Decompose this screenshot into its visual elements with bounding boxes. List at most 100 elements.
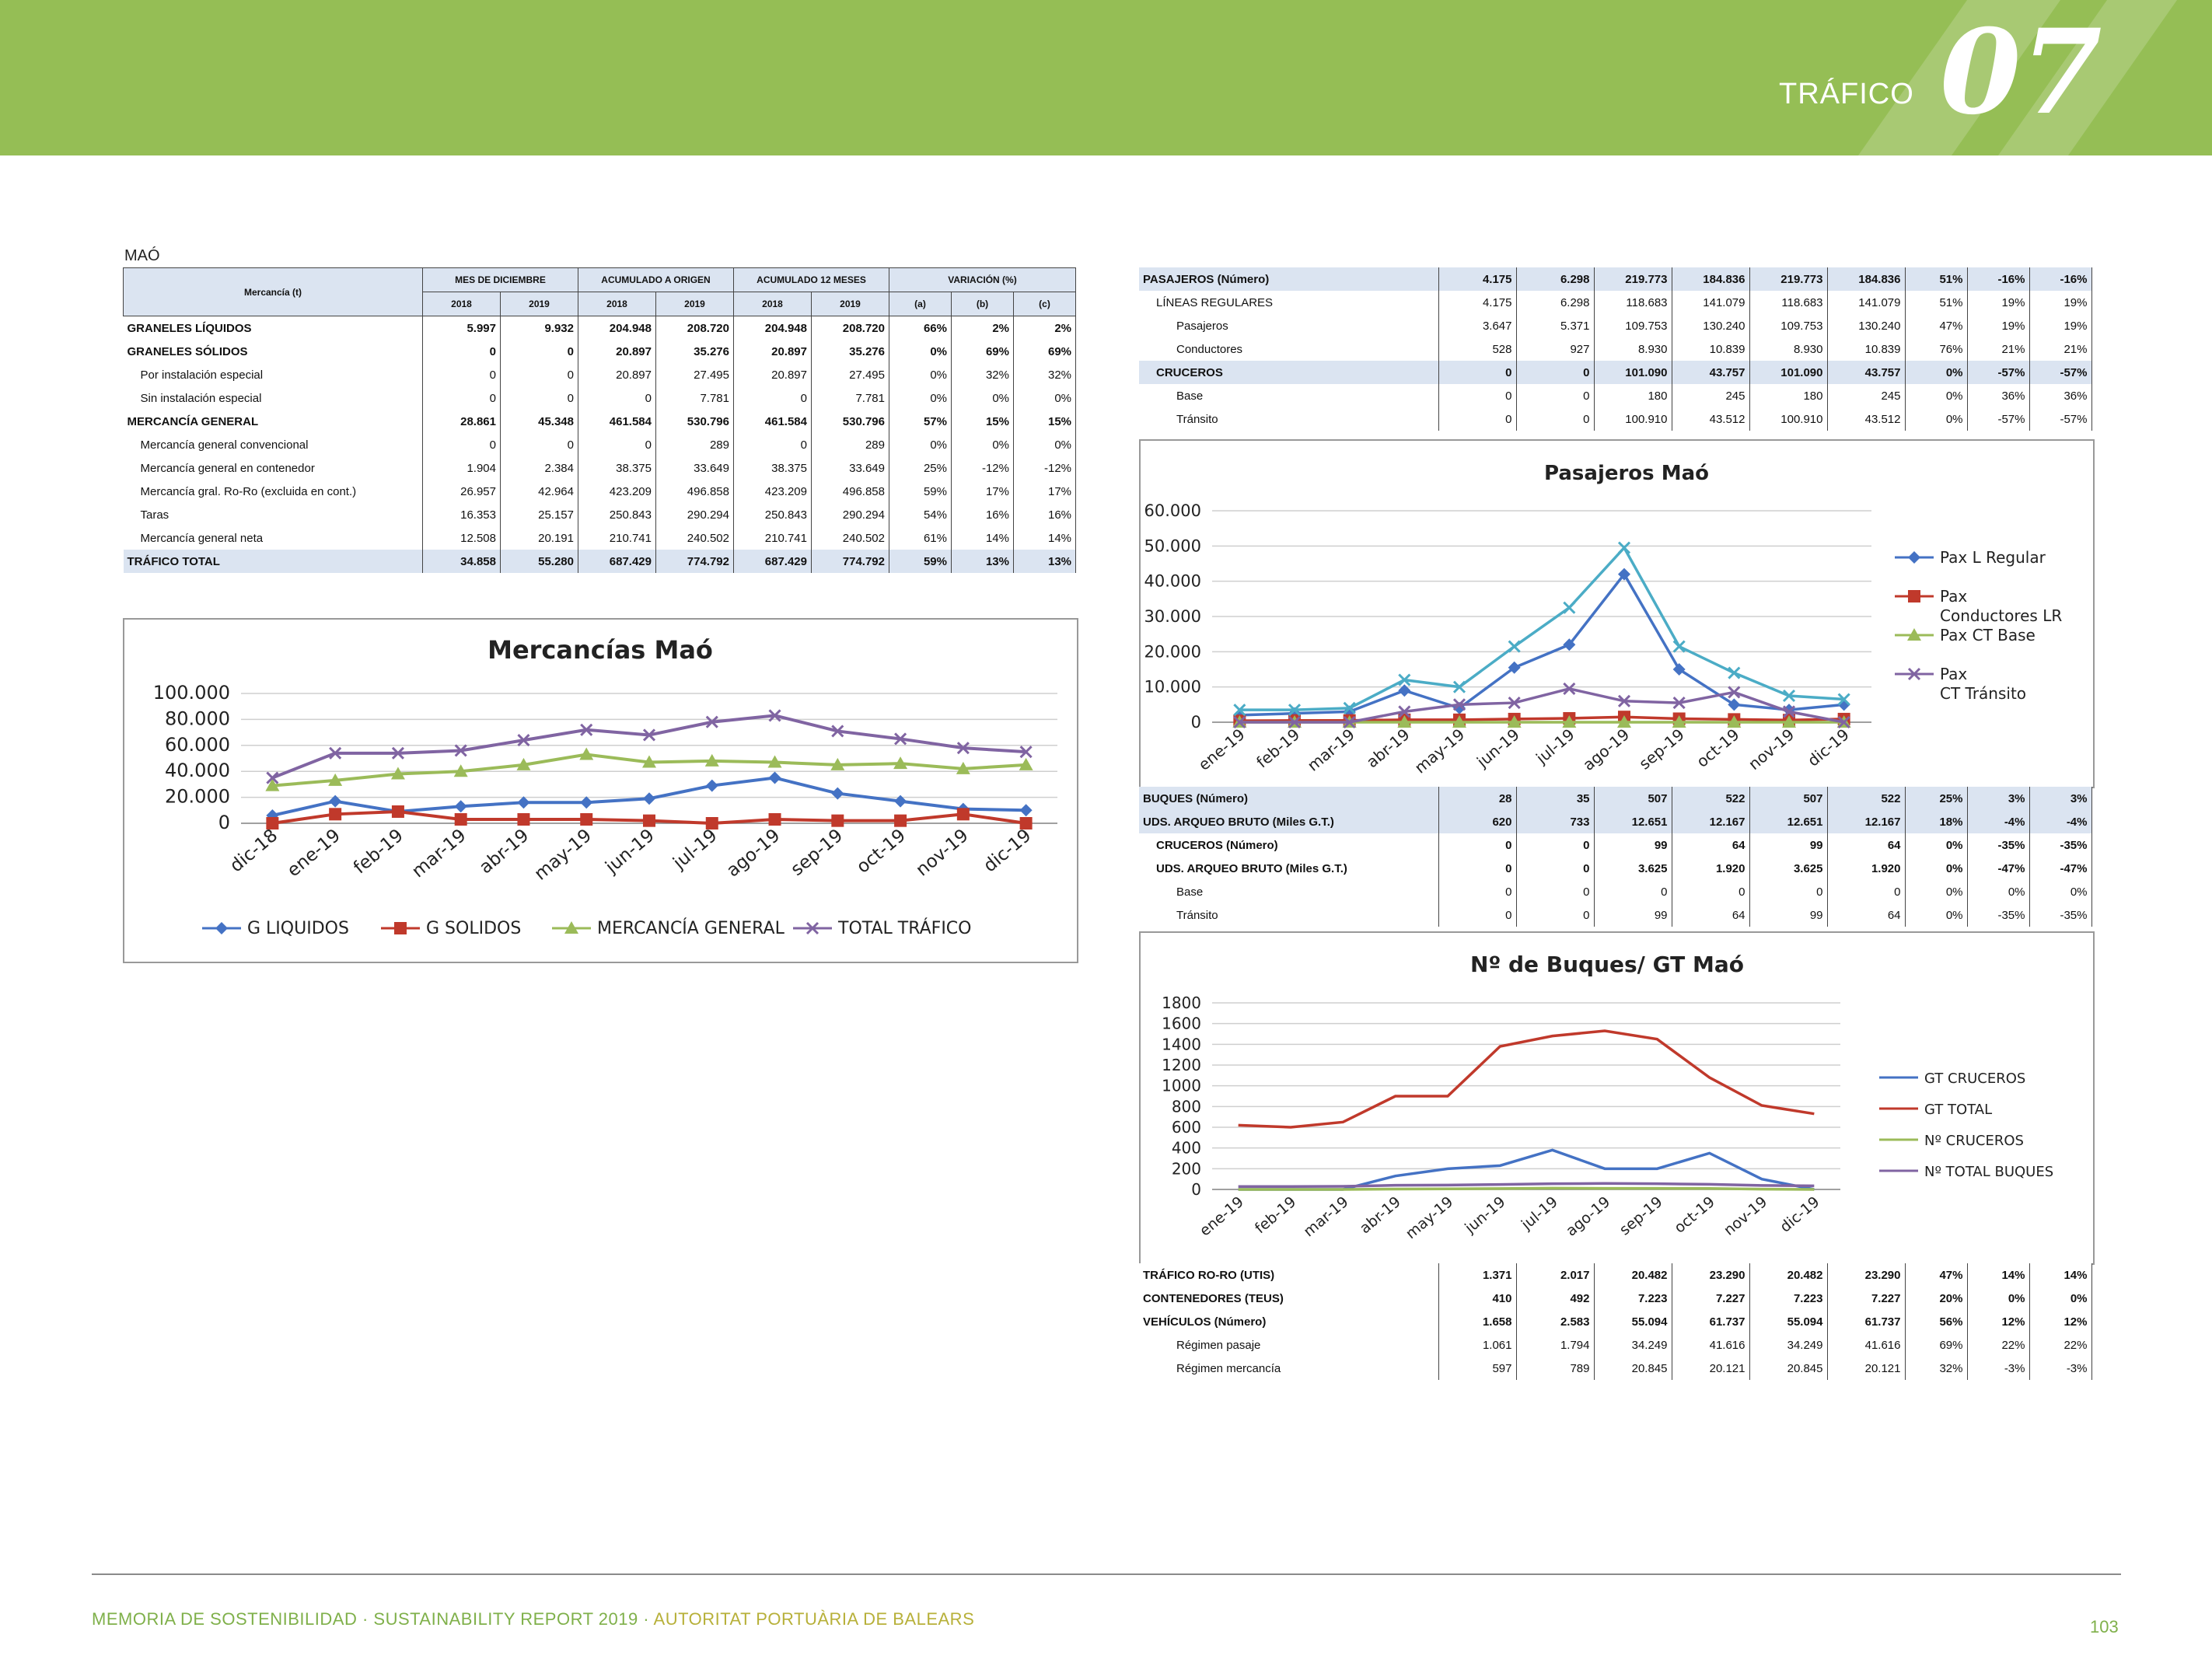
cell-value: 12.651	[1749, 810, 1828, 833]
data-point	[1728, 698, 1741, 711]
row-label: TRÁFICO TOTAL	[123, 550, 423, 573]
data-point	[329, 808, 342, 821]
table-row: Mercancía gral. Ro-Ro (excluida en cont.…	[123, 480, 1077, 503]
row-label: MERCANCÍA GENERAL	[123, 410, 423, 433]
cell-value: 0	[1516, 903, 1595, 927]
cell-value: 2.017	[1516, 1263, 1595, 1287]
data-point	[1563, 601, 1576, 614]
cell-value: 0%	[1905, 857, 1968, 880]
cell-value: 34.249	[1749, 1333, 1828, 1357]
data-point	[580, 723, 593, 736]
cell-value: 530.796	[655, 410, 734, 433]
data-point	[1343, 715, 1356, 729]
data-point	[704, 753, 719, 767]
x-tick-label: ene-19	[1197, 1193, 1247, 1240]
x-tick-label: mar-19	[408, 826, 470, 882]
mercancias-table-panel: Mercancía (t) MES DE DICIEMBRE ACUMULADO…	[123, 267, 1077, 573]
cell-value: 54%	[889, 503, 952, 526]
table-caption: MAÓ	[124, 247, 160, 264]
cell-value: 118.683	[1594, 291, 1672, 314]
table-row: TRÁFICO TOTAL 34.858 55.280 687.429 774.792 6…	[123, 550, 1077, 573]
cell-value: 12.167	[1672, 810, 1750, 833]
data-point	[705, 779, 718, 792]
cell-value: 208.720	[811, 316, 889, 340]
cell-value: 12.651	[1594, 810, 1672, 833]
x-tick-label: sep-19	[787, 826, 847, 880]
legend-label: Pax	[1940, 587, 1967, 606]
cell-value: 219.773	[1749, 267, 1828, 291]
cell-value: 55.280	[500, 550, 578, 573]
cell-value: 14%	[2029, 1263, 2092, 1287]
cell-value: 20.897	[578, 340, 656, 363]
cell-value: 20.482	[1594, 1263, 1672, 1287]
cell-value: 0%	[889, 386, 952, 410]
cell-value: 23.290	[1827, 1263, 1906, 1287]
cell-value: 16%	[951, 503, 1014, 526]
cell-value: 13%	[951, 550, 1014, 573]
legend-item: MERCANCÍA GENERAL	[552, 918, 785, 938]
cell-value: -57%	[1967, 407, 2030, 431]
series-line	[1238, 1182, 1815, 1189]
data-point	[1672, 697, 1686, 710]
cell-value: -35%	[2029, 903, 2092, 927]
data-point	[1672, 640, 1686, 653]
cell-value: 0%	[951, 433, 1014, 456]
cell-value: 0	[1438, 880, 1517, 903]
cell-value: 55.094	[1594, 1310, 1672, 1333]
cell-value: 290.294	[811, 503, 889, 526]
cell-value: 7.223	[1749, 1287, 1828, 1310]
cell-value: 5.371	[1516, 314, 1595, 337]
cell-value: 0%	[2029, 880, 2092, 903]
cell-value: 184.836	[1672, 267, 1750, 291]
subheader: 2018	[733, 292, 812, 316]
cell-value: -16%	[1967, 267, 2030, 291]
cell-value: 19%	[2029, 291, 2092, 314]
row-label: Mercancía general en contenedor	[123, 456, 423, 480]
series-line	[1239, 687, 1844, 724]
pasajeros-table-panel: PASAJEROS (Número) 4.175 6.298 219.773 184.8…	[1139, 267, 2092, 431]
y-tick-label: 60.000	[1144, 501, 1201, 520]
x-tick-label: oct-19	[853, 826, 910, 878]
cell-value: 4.175	[1438, 291, 1517, 314]
row-label: Base	[1139, 880, 1439, 903]
cell-value: 0%	[889, 340, 952, 363]
cell-value: 423.209	[733, 480, 812, 503]
cell-value: 18%	[1905, 810, 1968, 833]
pasajeros-chart: Pasajeros Maó 0 10.000 20.000 30.000 40.000 50…	[1144, 462, 2063, 777]
row-label: CRUCEROS (Número)	[1139, 833, 1439, 857]
cell-value: 240.502	[655, 526, 734, 550]
cell-value: 0	[733, 386, 812, 410]
legend-label: Nº TOTAL BUQUES	[1924, 1164, 2053, 1180]
cell-value: 69%	[1905, 1333, 1968, 1357]
cell-value: 0	[1672, 880, 1750, 903]
footer-accent: AUTORITAT PORTUÀRIA DE BALEARS	[653, 1609, 975, 1629]
cell-value: 245	[1827, 384, 1906, 407]
row-label: Mercancía general neta	[123, 526, 423, 550]
data-point	[1508, 640, 1521, 653]
data-point	[1398, 673, 1411, 686]
cell-value: 20.121	[1672, 1357, 1750, 1380]
cell-value: 3%	[1967, 787, 2030, 810]
subheader: (c)	[1012, 292, 1077, 316]
data-point	[1907, 628, 1921, 641]
cell-value: 522	[1827, 787, 1906, 810]
cell-value: 34.249	[1594, 1333, 1672, 1357]
cell-value: 43.512	[1672, 407, 1750, 431]
series	[1233, 541, 1850, 717]
cell-value: 0	[1516, 407, 1595, 431]
table-row: Régimen mercancía 597 789 20.845 20.121 20.84…	[1139, 1357, 2092, 1380]
series	[1238, 1186, 1815, 1191]
y-tick-label: 40.000	[165, 760, 230, 781]
data-point	[1837, 693, 1850, 706]
x-tick-label: jul-19	[1518, 1193, 1561, 1234]
series-line	[1239, 715, 1844, 722]
data-point	[1782, 715, 1796, 728]
data-point	[1617, 541, 1631, 554]
x-tick-label: jun-19	[601, 826, 658, 878]
data-point	[1019, 746, 1033, 759]
cell-value: 289	[655, 433, 734, 456]
y-tick-label: 800	[1172, 1097, 1201, 1116]
cell-value: 0	[1438, 384, 1517, 407]
data-point	[643, 792, 655, 805]
